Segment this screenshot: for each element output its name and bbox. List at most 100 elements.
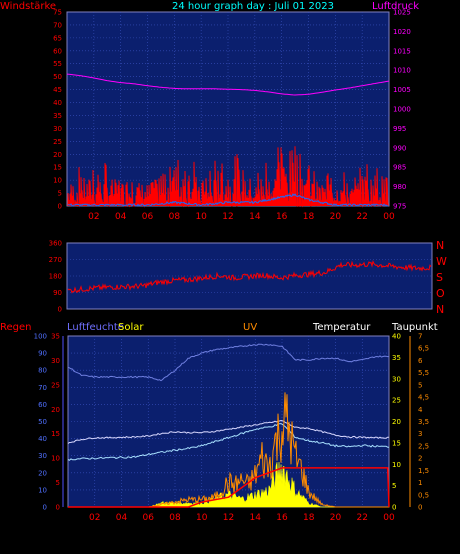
- wind-tick-label: 25: [53, 138, 62, 146]
- pressure-tick-label: 975: [393, 203, 406, 211]
- temp-tick-label: 20: [392, 418, 401, 426]
- direction-tick-label: 0: [58, 306, 62, 314]
- wind-tick-label: 20: [53, 151, 62, 159]
- uv-tick-label: 6: [418, 357, 423, 365]
- pressure-tick-label: 1010: [393, 67, 411, 75]
- direction-compass-label: N: [436, 239, 444, 252]
- humidity-tick-label: 35: [51, 333, 60, 341]
- pressure-tick-label: 1020: [393, 28, 411, 36]
- temp-tick-label: 25: [392, 397, 401, 405]
- wind-tick-label: 35: [53, 112, 62, 120]
- humidity-tick-label: 20: [51, 406, 60, 414]
- rain-tick-label: 30: [38, 452, 47, 460]
- temp-tick-label: 0: [392, 504, 396, 512]
- x-tick-label: 10: [196, 513, 208, 523]
- wind-tick-label: 50: [53, 73, 62, 81]
- uv-tick-label: 1,5: [418, 467, 429, 475]
- x-tick-label: 20: [330, 212, 342, 222]
- x-tick-label: 00: [383, 212, 395, 222]
- wind-pressure-plot-area: [66, 11, 390, 207]
- wind-tick-label: 10: [53, 177, 62, 185]
- wind-mean-series: [67, 193, 389, 207]
- x-tick-label: 18: [303, 212, 315, 222]
- chart-title: 24 hour graph day : Juli 01 2023: [172, 1, 334, 12]
- dewpoint-title: Taupunkt: [392, 322, 438, 333]
- temp-tick-label: 10: [392, 461, 401, 469]
- uv-tick-label: 3: [418, 430, 422, 438]
- pressure-series: [66, 73, 390, 96]
- direction-tick-label: 180: [49, 273, 62, 281]
- x-tick-label: 02: [88, 212, 99, 222]
- uv-tick-label: 3,5: [418, 418, 429, 426]
- temperature-series: [67, 419, 389, 444]
- x-tick-label: 12: [222, 212, 233, 222]
- temp-tick-label: 40: [392, 333, 401, 341]
- wind-tick-label: 70: [53, 21, 62, 29]
- uv-tick-label: 2,5: [418, 442, 429, 450]
- humidity-tick-label: 15: [51, 430, 60, 438]
- wind-tick-label: 30: [53, 125, 62, 133]
- x-tick-label: 20: [330, 513, 342, 523]
- x-tick-label: 04: [115, 212, 127, 222]
- uv-tick-label: 6,5: [418, 345, 429, 353]
- x-tick-label: 02: [89, 513, 100, 523]
- temp-tick-label: 5: [392, 482, 396, 490]
- rain-tick-label: 50: [38, 418, 47, 426]
- humidity-tick-label: 30: [51, 357, 60, 365]
- rain-tick-label: 80: [38, 367, 47, 375]
- uv-tick-label: 5,5: [418, 369, 429, 377]
- rain-tick-label: 100: [34, 333, 47, 341]
- rain-axis-title: Regen: [0, 322, 32, 333]
- wind-tick-label: 15: [53, 164, 62, 172]
- rain-tick-label: 70: [38, 384, 47, 392]
- rain-tick-label: 40: [38, 435, 47, 443]
- wind-axis-title: Windstärke: [0, 1, 57, 12]
- dewpoint-series: [67, 423, 390, 461]
- direction-compass-label: W: [436, 255, 447, 268]
- x-tick-label: 14: [249, 212, 261, 222]
- x-tick-label: 18: [303, 513, 315, 523]
- pressure-tick-label: 1000: [393, 106, 411, 114]
- wind-tick-label: 5: [58, 190, 62, 198]
- rain-tick-label: 10: [38, 486, 47, 494]
- temp-tick-label: 15: [392, 439, 401, 447]
- rain-tick-label: 0: [43, 504, 47, 512]
- uv-tick-label: 0,5: [418, 491, 429, 499]
- humidity-tick-label: 10: [51, 455, 60, 463]
- direction-compass-label: N: [436, 303, 444, 316]
- direction-tick-label: 270: [49, 256, 62, 264]
- pressure-tick-label: 1025: [393, 9, 411, 17]
- temperature-title: Temperatur: [313, 322, 371, 333]
- uv-tick-label: 1: [418, 479, 422, 487]
- humidity-tick-label: 25: [51, 381, 60, 389]
- humidity-series: [67, 343, 389, 382]
- humidity-tick-label: 0: [56, 504, 60, 512]
- uv-tick-label: 2: [418, 455, 422, 463]
- pressure-axis-title: Luftdruck: [372, 1, 420, 12]
- x-tick-label: 08: [169, 513, 181, 523]
- wind-tick-label: 40: [53, 99, 62, 107]
- temp-tick-label: 30: [392, 375, 401, 383]
- x-tick-label: 16: [276, 513, 288, 523]
- x-tick-label: 08: [169, 212, 181, 222]
- x-tick-label: 06: [143, 513, 155, 523]
- x-tick-label: 14: [250, 513, 262, 523]
- wind-direction-series: [67, 260, 432, 294]
- wind-tick-label: 75: [53, 9, 62, 17]
- x-tick-label: 16: [276, 212, 288, 222]
- uv-title: UV: [243, 322, 258, 333]
- uv-tick-label: 7: [418, 333, 422, 341]
- rain-tick-label: 90: [38, 350, 47, 358]
- x-tick-label: 04: [116, 513, 128, 523]
- uv-tick-label: 0: [418, 504, 422, 512]
- uv-tick-label: 4: [418, 406, 423, 414]
- x-tick-label: 22: [356, 212, 367, 222]
- rain-tick-label: 20: [38, 469, 47, 477]
- direction-tick-label: 360: [49, 240, 62, 248]
- humidity-tick-label: 5: [56, 479, 60, 487]
- x-tick-label: 12: [223, 513, 234, 523]
- rain-series: [68, 467, 390, 508]
- pressure-tick-label: 995: [393, 125, 406, 133]
- wind-gust-series: [67, 146, 389, 208]
